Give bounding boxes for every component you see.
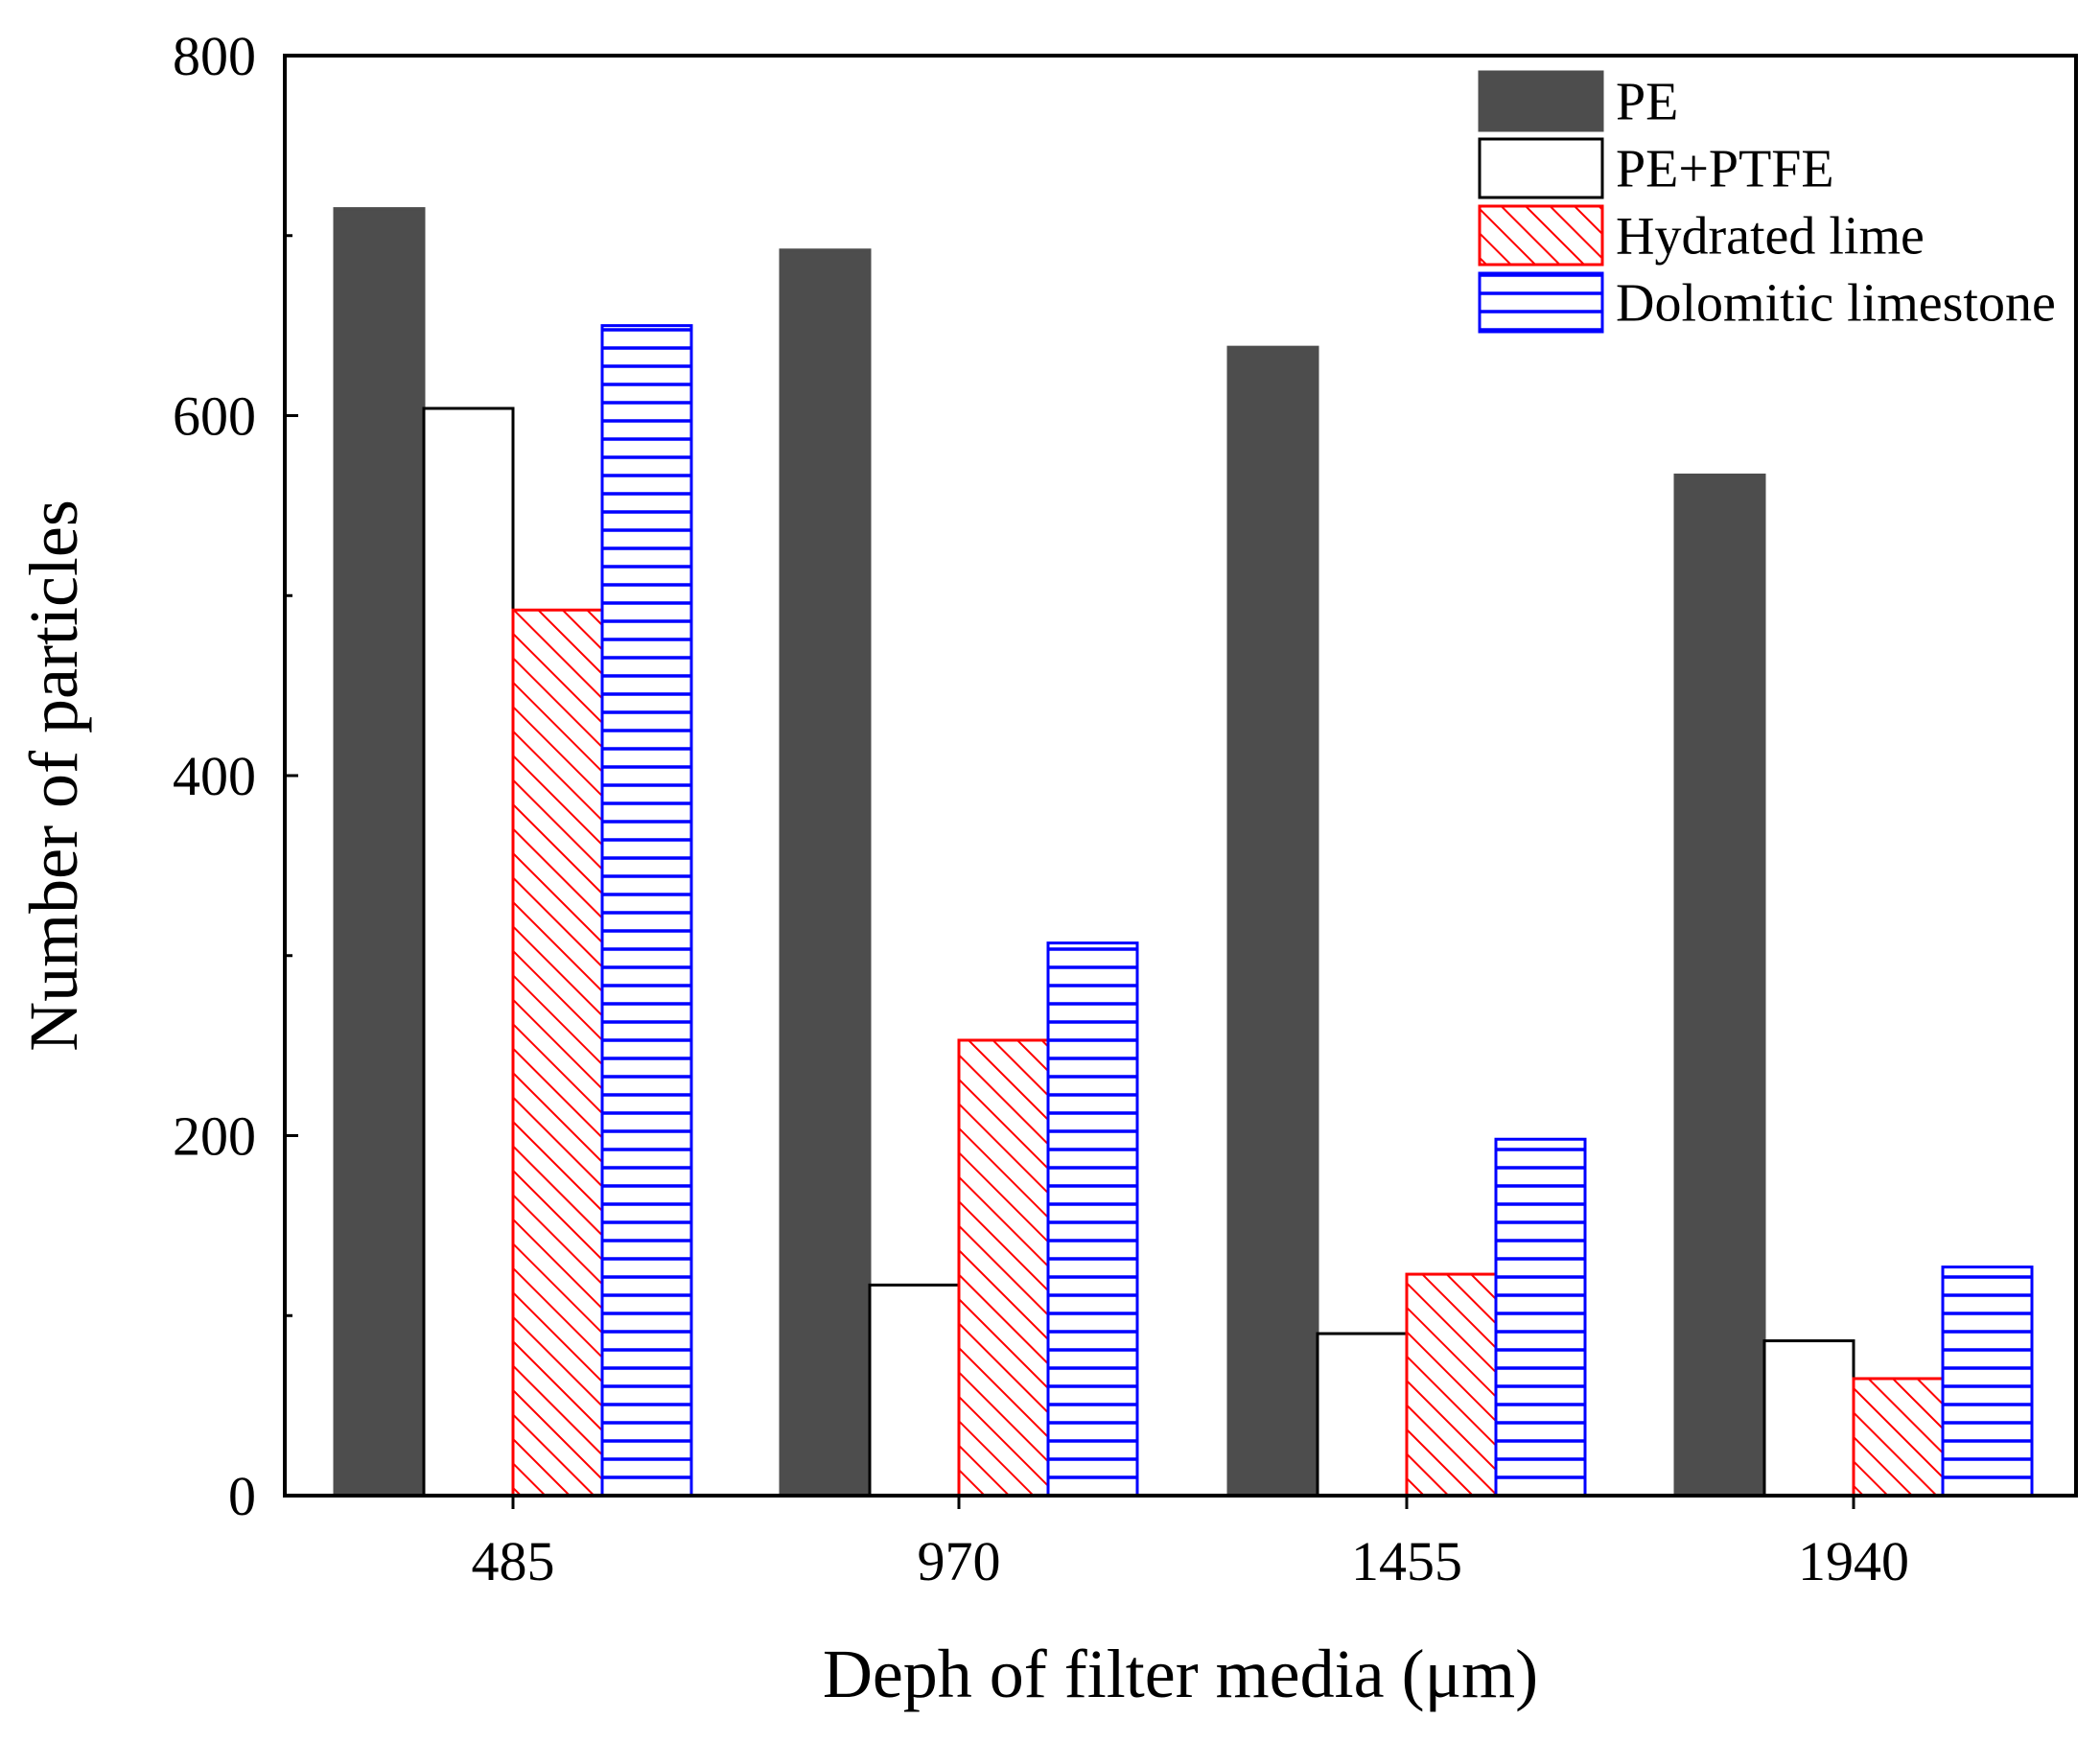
legend-label-pe-ptfe: PE+PTFE <box>1616 140 1834 199</box>
x-tick-label: 970 <box>918 1530 1001 1592</box>
y-tick-label: 200 <box>173 1105 256 1168</box>
x-axis-title: Deph of filter media (μm) <box>823 1636 1538 1712</box>
bar-pe-485 <box>333 207 426 1498</box>
bar-pe-ptfe-1940 <box>1762 1339 1855 1498</box>
bar-dolomitic-limestone-1940 <box>1941 1266 2034 1498</box>
bar-pe-1940 <box>1673 473 1766 1498</box>
legend-swatch-dolomitic-limestone <box>1478 271 1604 334</box>
legend-label-hydrated-lime: Hydrated lime <box>1616 207 1925 267</box>
y-tick-label: 600 <box>173 385 256 448</box>
x-tick-label: 485 <box>472 1530 555 1592</box>
y-tick-label: 800 <box>173 25 256 87</box>
bar-pe-ptfe-970 <box>868 1283 961 1498</box>
bar-pe-ptfe-1455 <box>1316 1332 1409 1498</box>
legend-swatch-pe-ptfe <box>1478 137 1604 199</box>
y-tick-label: 400 <box>173 745 256 807</box>
bar-pe-ptfe-485 <box>422 406 515 1498</box>
bar-hydrated-lime-1455 <box>1405 1272 1498 1498</box>
legend-swatch-hydrated-lime <box>1478 204 1604 267</box>
bar-dolomitic-limestone-1455 <box>1494 1137 1587 1498</box>
y-tick-label: 0 <box>228 1465 256 1527</box>
bar-hydrated-lime-1940 <box>1852 1377 1945 1498</box>
legend-swatch-pe <box>1478 70 1604 132</box>
x-tick-label: 1455 <box>1351 1530 1462 1592</box>
y-axis-title: Number of particles <box>15 499 92 1052</box>
x-axis: 485 970 1455 1940 <box>472 1496 1909 1592</box>
bar-dolomitic-limestone-485 <box>600 324 693 1498</box>
x-tick-label: 1940 <box>1798 1530 1909 1592</box>
bars-layer <box>333 207 2034 1498</box>
bar-pe-970 <box>779 248 872 1498</box>
bar-pe-1455 <box>1226 345 1319 1498</box>
legend-label-pe: PE <box>1616 73 1678 132</box>
legend: PE PE+PTFE Hydrated lime Dolomitic limeston… <box>1478 70 2056 334</box>
bar-hydrated-lime-970 <box>957 1038 1050 1498</box>
bar-hydrated-lime-485 <box>511 608 604 1498</box>
y-axis: 0 200 400 600 800 <box>173 25 298 1527</box>
legend-label-dolomitic-limestone: Dolomitic limestone <box>1616 274 2056 334</box>
bar-dolomitic-limestone-970 <box>1046 941 1139 1498</box>
